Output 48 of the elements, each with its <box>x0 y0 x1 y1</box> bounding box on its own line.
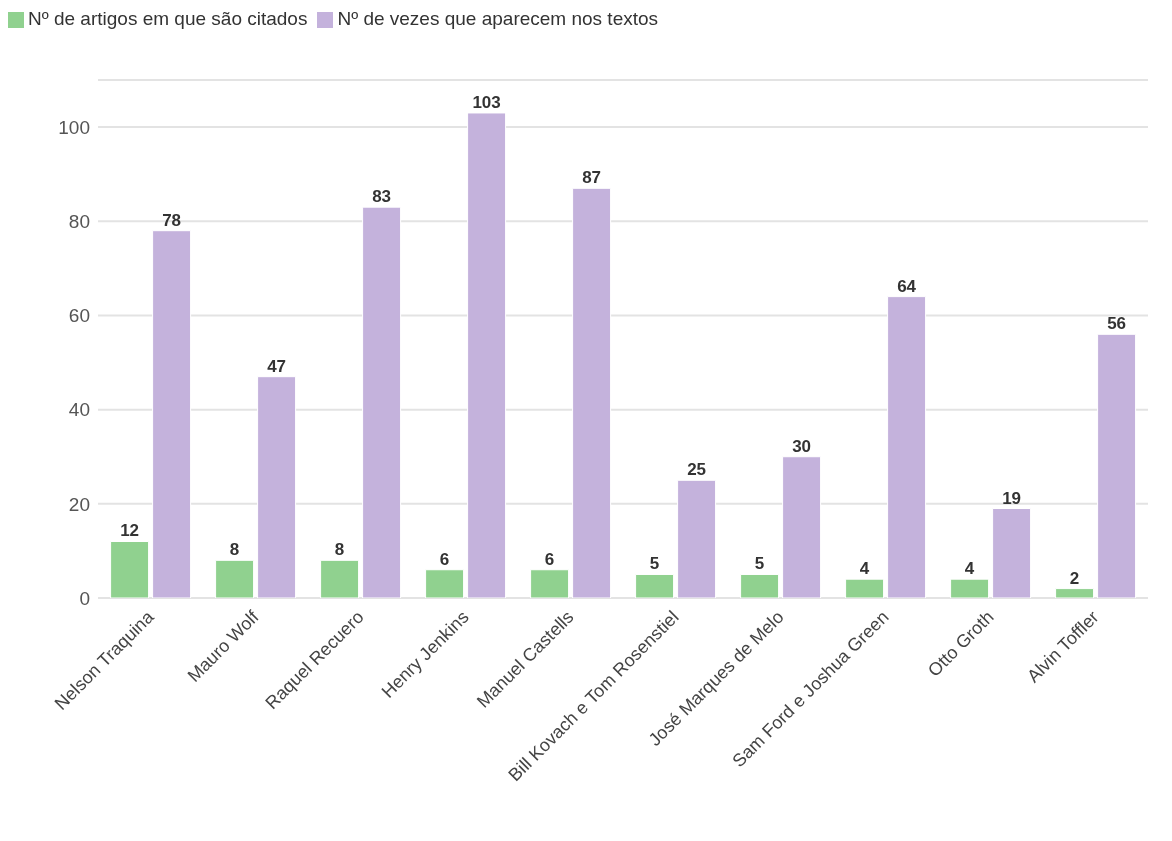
data-label: 30 <box>792 436 812 456</box>
data-label: 78 <box>162 210 182 230</box>
y-tick-label: 20 <box>68 493 90 515</box>
bar <box>572 187 612 598</box>
bar <box>845 578 885 598</box>
legend-label: Nº de vezes que aparecem nos textos <box>337 8 659 29</box>
data-label: 19 <box>1002 488 1022 508</box>
data-label: 87 <box>582 168 602 188</box>
data-label: 12 <box>120 521 140 541</box>
y-tick-label: 100 <box>58 116 90 138</box>
bar <box>1097 333 1137 598</box>
bar <box>887 296 927 598</box>
data-label: 5 <box>754 554 765 574</box>
bar <box>320 559 360 598</box>
data-label: 4 <box>964 559 975 579</box>
bar <box>677 479 717 598</box>
data-label: 25 <box>687 460 707 480</box>
data-label: 5 <box>649 554 660 574</box>
bar <box>152 230 192 598</box>
data-label: 64 <box>897 276 917 296</box>
bar <box>257 376 297 598</box>
data-label: 6 <box>544 549 555 569</box>
y-tick-label: 60 <box>68 305 90 327</box>
y-tick-label: 80 <box>68 211 90 233</box>
data-label: 8 <box>334 540 345 560</box>
bar <box>362 206 402 598</box>
data-label: 8 <box>229 540 240 560</box>
bar <box>950 578 990 598</box>
legend-label: Nº de artigos em que são citados <box>28 8 308 29</box>
data-label: 56 <box>1107 314 1127 334</box>
bar <box>215 559 255 598</box>
bar <box>635 573 675 598</box>
data-label: 47 <box>267 356 287 376</box>
bar <box>1055 588 1095 598</box>
data-label: 103 <box>472 92 501 112</box>
bar <box>782 456 822 598</box>
bar <box>425 569 465 598</box>
bar <box>740 573 780 598</box>
bar <box>530 569 570 598</box>
bar <box>467 112 507 598</box>
data-label: 6 <box>439 549 450 569</box>
data-label: 4 <box>859 559 870 579</box>
y-tick-label: 40 <box>68 399 90 421</box>
bar <box>110 540 150 598</box>
data-label: 83 <box>372 187 392 207</box>
data-label: 2 <box>1069 568 1080 588</box>
bar <box>992 508 1032 598</box>
y-tick-label: 0 <box>79 587 90 609</box>
